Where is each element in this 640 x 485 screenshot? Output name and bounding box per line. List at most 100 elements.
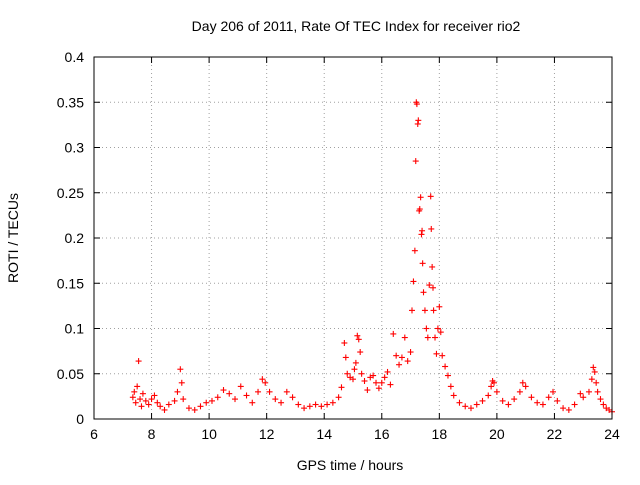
data-point (312, 401, 319, 408)
data-point (370, 372, 377, 379)
data-point (412, 158, 419, 165)
y-tick-label: 0.35 (57, 94, 84, 110)
data-point (355, 336, 362, 343)
data-point (295, 401, 302, 408)
data-point (516, 388, 523, 395)
data-point (404, 358, 411, 365)
data-point (511, 396, 518, 403)
data-point (447, 383, 454, 390)
data-point (597, 396, 604, 403)
data-point (432, 334, 439, 341)
data-point (560, 405, 567, 412)
data-point (539, 401, 546, 408)
data-point (407, 349, 414, 356)
data-point (473, 401, 480, 408)
data-point (421, 307, 428, 314)
data-point (318, 403, 325, 410)
data-point (226, 390, 233, 397)
data-point (138, 403, 145, 410)
data-point (401, 334, 408, 341)
data-point (185, 405, 192, 412)
data-point (410, 278, 417, 285)
data-point (593, 379, 600, 386)
data-point (393, 352, 400, 359)
data-point (148, 396, 155, 403)
data-point (266, 388, 273, 395)
y-axis-label: ROTI / TECUs (5, 193, 21, 283)
data-point (174, 388, 181, 395)
y-tick-label: 0.25 (57, 185, 84, 201)
data-point (375, 385, 382, 392)
data-point (364, 387, 371, 394)
data-point (571, 401, 578, 408)
x-tick-label: 22 (547, 426, 563, 442)
data-point (565, 406, 572, 413)
x-tick-label: 18 (432, 426, 448, 442)
data-point (381, 374, 388, 381)
y-tick-label: 0.3 (65, 140, 85, 156)
data-point (341, 339, 348, 346)
data-point (352, 359, 359, 366)
x-tick-label: 20 (489, 426, 505, 442)
data-point (131, 388, 138, 395)
grid-lines (94, 57, 612, 419)
data-point (171, 397, 178, 404)
data-point (528, 394, 535, 401)
y-tick-label: 0.4 (65, 49, 85, 65)
data-point (426, 282, 433, 289)
data-point (413, 101, 420, 108)
x-tick-label: 24 (604, 426, 620, 442)
data-point (505, 401, 512, 408)
data-point (278, 399, 285, 406)
data-point (430, 284, 437, 291)
data-point (488, 383, 495, 390)
data-point (588, 376, 595, 383)
data-point (439, 352, 446, 359)
x-tick-label: 14 (316, 426, 332, 442)
data-point (580, 394, 587, 401)
data-point (416, 206, 423, 213)
data-point (600, 401, 607, 408)
x-tick-label: 16 (374, 426, 390, 442)
data-point (430, 307, 437, 314)
data-point (262, 379, 269, 386)
axis-ticks (93, 56, 613, 420)
data-point (419, 227, 426, 234)
data-points (129, 99, 615, 415)
data-point (151, 392, 158, 399)
data-point (177, 366, 184, 373)
data-point (436, 303, 443, 310)
data-point (420, 289, 427, 296)
chart-title: Day 206 of 2011, Rate Of TEC Index for r… (192, 18, 521, 34)
data-point (180, 396, 187, 403)
data-point (429, 263, 436, 270)
data-point (373, 379, 380, 386)
data-point (444, 372, 451, 379)
data-point (462, 403, 469, 410)
data-point (396, 361, 403, 368)
data-point (428, 225, 435, 232)
data-point (306, 403, 313, 410)
data-point (249, 399, 256, 406)
x-tick-label: 8 (148, 426, 156, 442)
data-point (145, 401, 152, 408)
x-tick-label: 10 (201, 426, 217, 442)
data-point (418, 231, 425, 238)
data-point (243, 392, 250, 399)
x-axis-label: GPS time / hours (297, 457, 404, 473)
data-point (433, 350, 440, 357)
data-point (594, 388, 601, 395)
data-point (424, 334, 431, 341)
data-point (427, 193, 434, 200)
data-point (467, 405, 474, 412)
data-point (197, 403, 204, 410)
data-point (417, 194, 424, 201)
data-point (191, 406, 198, 413)
data-point (493, 388, 500, 395)
x-tick-label: 6 (90, 426, 98, 442)
y-tick-label: 0.2 (65, 230, 85, 246)
data-point (301, 405, 308, 412)
data-point (414, 120, 421, 127)
data-point (134, 383, 141, 390)
